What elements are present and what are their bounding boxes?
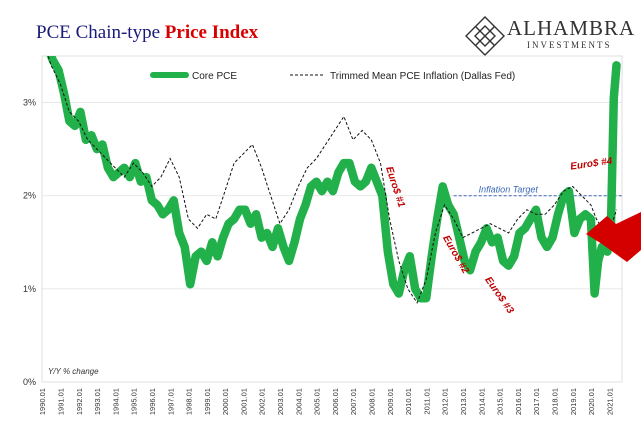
logo-name: ALHAMBRA	[507, 16, 636, 40]
x-tick-label: 1996.01	[148, 388, 157, 415]
x-tick-label: 1990.01	[38, 388, 47, 415]
x-tick-label: 2004.01	[294, 388, 303, 415]
title-part-1: PCE Chain-type	[36, 22, 165, 43]
x-tick-label: 2010.01	[404, 388, 413, 415]
annotation-label: Euro$ #3	[482, 275, 515, 316]
x-tick-label: 1999.01	[203, 388, 212, 415]
y-axis-ticks: 0% 1% 2% 3%	[23, 98, 36, 387]
x-tick-label: 1998.01	[185, 388, 194, 415]
logo-subtitle: INVESTMENTS	[527, 40, 612, 50]
y-tick-label: 2%	[23, 191, 36, 201]
y-tick-label: 1%	[23, 284, 36, 294]
series-trimmed-mean	[47, 56, 617, 304]
series-core-pce	[46, 56, 621, 303]
alhambra-logo: ALHAMBRA INVESTMENTS	[465, 16, 635, 56]
x-tick-label: 2017.01	[532, 388, 541, 415]
x-tick-label: 2001.01	[239, 388, 248, 415]
x-tick-label: 1995.01	[130, 388, 139, 415]
x-tick-label: 1991.01	[56, 388, 65, 415]
x-tick-label: 2015.01	[496, 388, 505, 415]
x-tick-label: 2018.01	[550, 388, 559, 415]
legend: Core PCE Trimmed Mean PCE Inflation (Dal…	[150, 71, 515, 82]
inflation-target-label: Inflation Target	[479, 185, 539, 195]
x-tick-label: 2000.01	[221, 388, 230, 415]
x-tick-label: 2002.01	[258, 388, 267, 415]
x-axis-ticks: 1990.01 1991.01 1992.01 1993.01 1994.01 1995.…	[38, 388, 614, 415]
x-tick-label: 1997.01	[166, 388, 175, 415]
red-arrow-marker	[586, 212, 641, 262]
x-tick-label: 2016.01	[514, 388, 523, 415]
y-tick-label: 3%	[23, 98, 36, 108]
legend-trimmed-label: Trimmed Mean PCE Inflation (Dallas Fed)	[330, 71, 515, 82]
x-tick-label: 2009.01	[386, 388, 395, 415]
x-tick-label: 1992.01	[75, 388, 84, 415]
x-tick-label: 2019.01	[569, 388, 578, 415]
inflation-target: Inflation Target	[453, 185, 622, 197]
x-tick-label: 2012.01	[441, 388, 450, 415]
x-tick-label: 2003.01	[276, 388, 285, 415]
x-tick-label: 2020.01	[587, 388, 596, 415]
title-part-2: Price Index	[164, 22, 259, 43]
legend-core-label: Core PCE	[192, 71, 237, 82]
x-tick-label: 2021.01	[605, 388, 614, 415]
x-tick-label: 2006.01	[331, 388, 340, 415]
y-tick-label: 0%	[23, 377, 36, 387]
series-lines	[46, 56, 621, 304]
diamond-lattice-icon	[465, 16, 505, 56]
y-axis-note: Y/Y % change	[48, 367, 99, 376]
annotation-label: Euro$ #4	[570, 156, 614, 173]
x-tick-label: 1994.01	[111, 388, 120, 415]
x-tick-label: 2005.01	[313, 388, 322, 415]
x-tick-label: 1993.01	[93, 388, 102, 415]
x-tick-label: 2011.01	[422, 388, 431, 415]
x-tick-label: 2007.01	[349, 388, 358, 415]
x-tick-label: 2013.01	[459, 388, 468, 415]
x-tick-label: 2014.01	[477, 388, 486, 415]
x-tick-label: 2008.01	[368, 388, 377, 415]
chart-title: PCE Chain-type Price Index	[36, 22, 258, 44]
